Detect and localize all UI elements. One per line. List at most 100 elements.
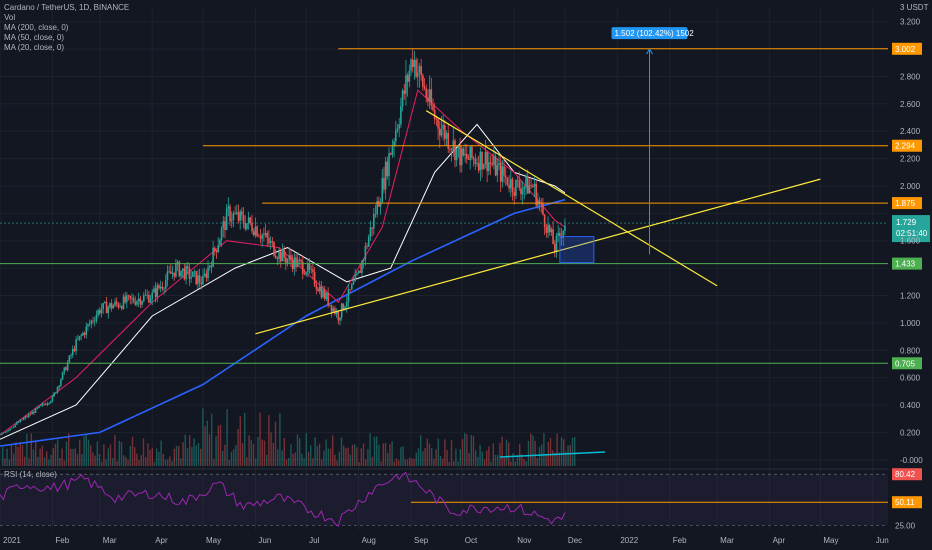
volume-bar xyxy=(134,447,136,466)
ma50-label[interactable]: MA (50, close, 0) xyxy=(4,33,65,42)
range-box xyxy=(559,236,595,264)
candle-body xyxy=(273,242,275,256)
volume-bar xyxy=(244,412,246,466)
candle-body xyxy=(200,282,203,285)
time-tick-label: Oct xyxy=(465,536,478,545)
volume-bar xyxy=(114,435,116,466)
candle-body xyxy=(205,273,208,278)
volume-bar xyxy=(530,433,532,466)
candle-body xyxy=(332,308,335,312)
volume-bar xyxy=(68,433,70,466)
candle-body xyxy=(550,229,553,233)
volume-bar xyxy=(398,460,400,466)
rsi-tag xyxy=(892,496,922,509)
candle-body xyxy=(351,284,353,290)
volume-bar xyxy=(327,448,329,466)
price-tick-label: 2.200 xyxy=(900,155,921,164)
candle-body xyxy=(78,336,81,340)
time-tick-label: Jun xyxy=(876,536,889,545)
volume-bar xyxy=(552,450,554,466)
candle-body xyxy=(408,70,411,82)
rsi-label[interactable]: RSI (14, close) xyxy=(4,470,57,479)
candle-body xyxy=(449,148,451,150)
volume-bar xyxy=(444,439,446,466)
price-axis[interactable]: 3 USDT -0.000 0.200 0.400 0.600 0.800 1.000 1.2… xyxy=(900,3,929,465)
volume-bar xyxy=(479,444,481,466)
level-tag xyxy=(892,197,922,210)
candle-body xyxy=(251,222,253,232)
volume-bar xyxy=(532,435,534,466)
candle-body xyxy=(34,408,37,414)
volume-bar xyxy=(340,437,343,466)
volume-bar xyxy=(437,438,439,466)
candle-body xyxy=(521,189,524,195)
candle-body xyxy=(411,59,414,68)
candle-body xyxy=(420,66,422,76)
volume-bar xyxy=(369,433,371,466)
grid xyxy=(0,8,888,530)
symbol-title[interactable]: Cardano / TetherUS, 1D, BINANCE xyxy=(4,3,130,12)
currency-label: 3 USDT xyxy=(900,3,929,12)
volume-bar xyxy=(433,458,435,466)
candle-body xyxy=(450,149,453,151)
candle-body xyxy=(445,132,448,139)
candle-body xyxy=(129,295,132,299)
volume-bar xyxy=(184,434,186,466)
candle-body xyxy=(166,271,169,281)
candle-body xyxy=(12,426,15,428)
candle-body xyxy=(362,259,365,261)
volume-bar xyxy=(241,443,244,466)
volume-bar xyxy=(468,452,470,466)
candle-body xyxy=(499,162,502,182)
candle-body xyxy=(378,201,380,207)
level-tag-label: 0.705 xyxy=(895,359,916,368)
volume-bar xyxy=(277,449,279,466)
candle-body xyxy=(208,265,211,268)
volume-bar xyxy=(105,459,107,466)
time-tick-label: Apr xyxy=(155,536,168,545)
candle-body xyxy=(75,339,77,351)
volume-bar xyxy=(411,458,413,466)
candle-body xyxy=(357,270,360,274)
volume-bar xyxy=(138,460,140,466)
trendlines[interactable] xyxy=(255,110,821,458)
volume-bar xyxy=(136,453,138,466)
measure-tool[interactable]: 1.502 (102.42%) 1502 xyxy=(611,27,695,255)
candle-body xyxy=(398,124,400,129)
candle-body xyxy=(5,431,8,433)
vol-label[interactable]: Vol xyxy=(4,13,16,22)
volume-bar xyxy=(15,442,17,466)
ma20-label[interactable]: MA (20, close, 0) xyxy=(4,43,65,52)
volume-bar xyxy=(248,435,250,466)
candle-body xyxy=(66,362,69,371)
volume-bar xyxy=(439,455,442,466)
volume-bar xyxy=(343,445,345,466)
ma200-label[interactable]: MA (200, close, 0) xyxy=(4,23,69,32)
candle-body xyxy=(61,372,64,380)
time-tick-label: Apr xyxy=(773,536,786,545)
rsi-tag xyxy=(892,468,922,481)
candle-body xyxy=(476,163,478,165)
candle-body xyxy=(85,326,88,335)
volume-bar xyxy=(268,415,270,466)
candle-body xyxy=(427,97,429,102)
volume-bar xyxy=(417,448,420,466)
volume-bar xyxy=(10,444,13,466)
volume-bar xyxy=(30,433,32,466)
volume-bar xyxy=(87,439,90,466)
volume-bar xyxy=(508,442,510,466)
candle-body xyxy=(464,153,466,156)
candle-body xyxy=(58,385,60,388)
candle-body xyxy=(440,129,443,136)
volume-bar xyxy=(186,448,189,466)
horizontal-levels[interactable]: 3.002 2.294 1.875 1.433 0.705 1.729 02:51:40 xyxy=(0,42,930,370)
volume-bar xyxy=(50,454,52,466)
candle-body xyxy=(553,244,556,252)
candle-body xyxy=(70,355,72,356)
volume-bar xyxy=(345,448,347,466)
candle-body xyxy=(100,309,103,314)
volume-bar xyxy=(219,424,222,466)
time-axis[interactable]: 2021 Feb Mar Apr May Jun Jul Aug Sep Oct Nov Dec 202… xyxy=(3,536,889,545)
volume-bar xyxy=(233,449,235,466)
